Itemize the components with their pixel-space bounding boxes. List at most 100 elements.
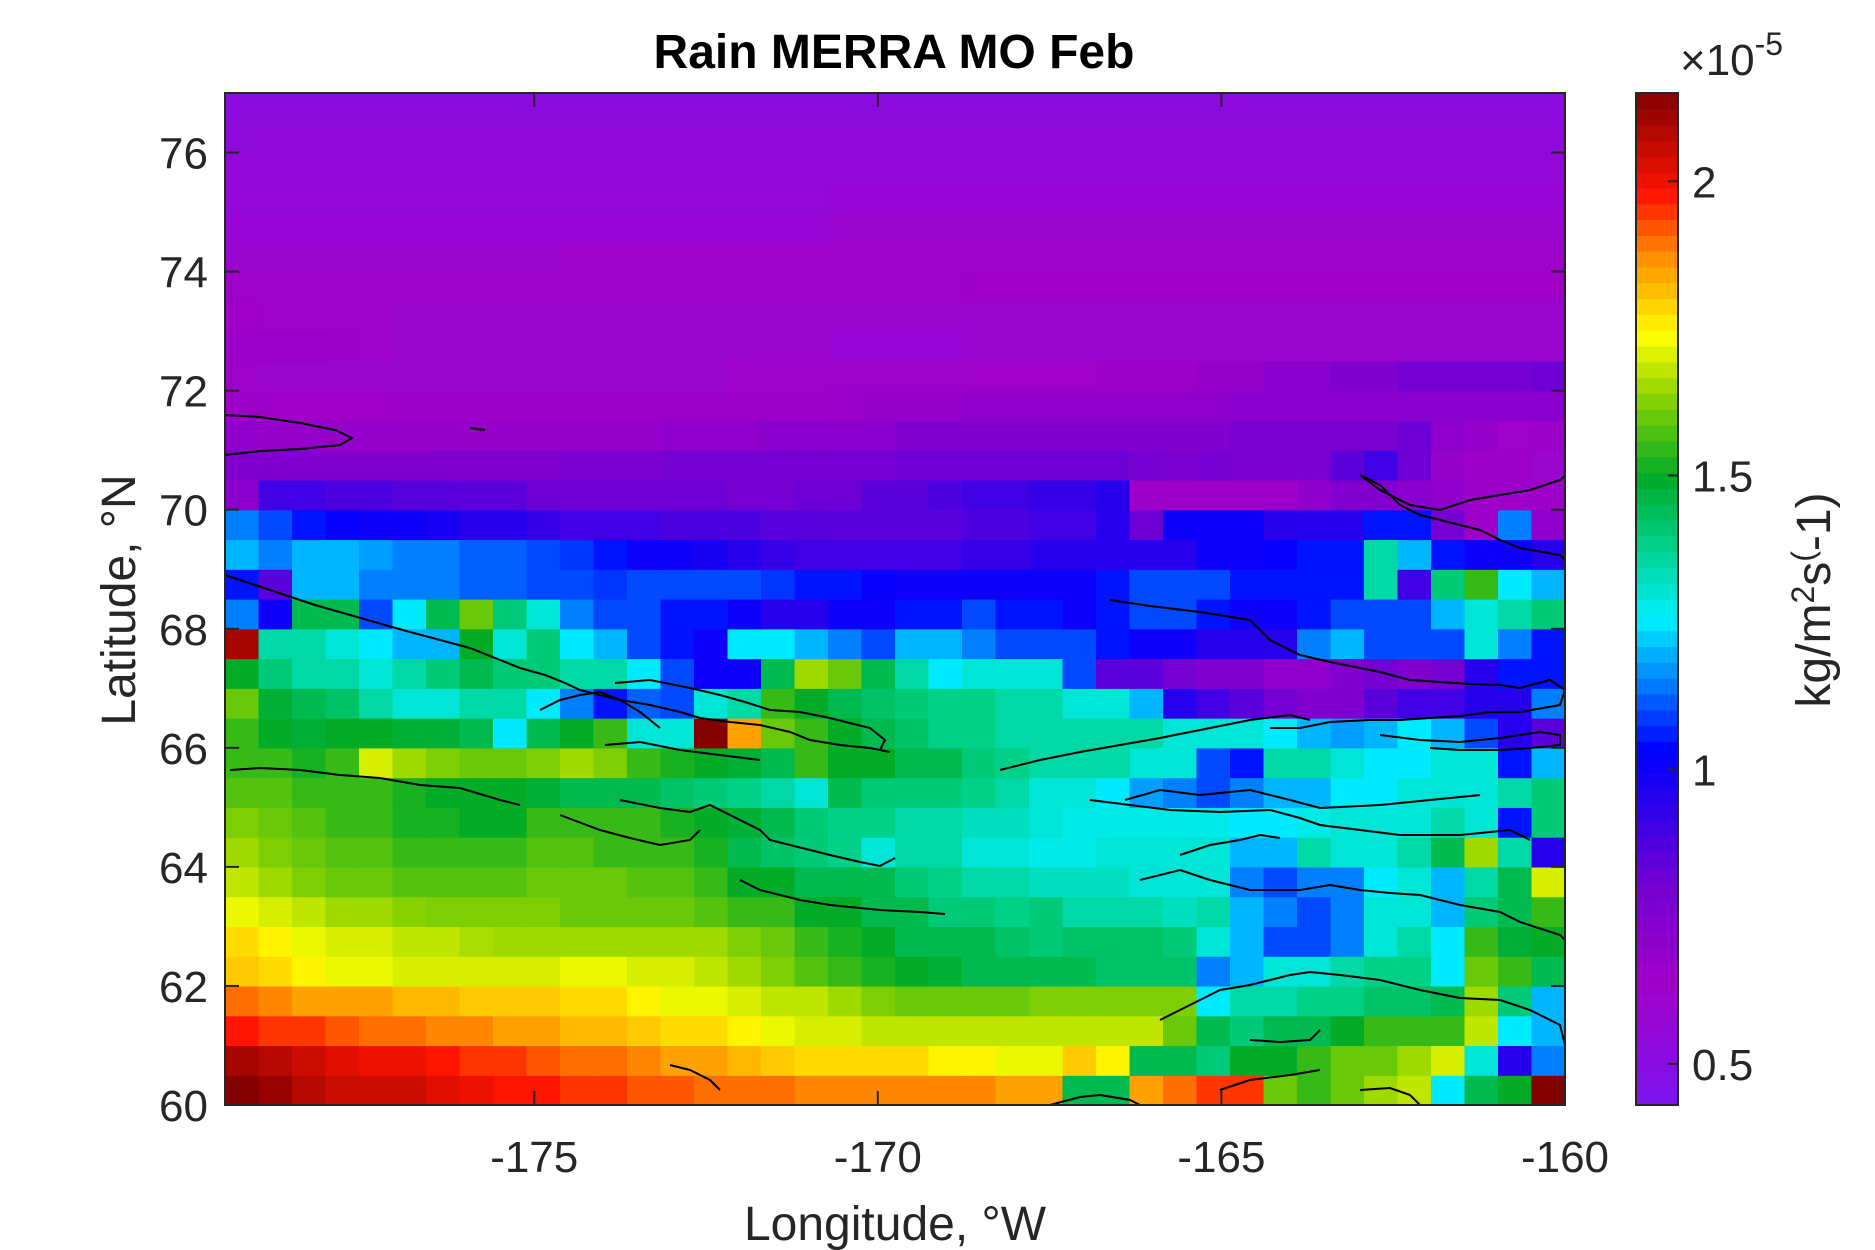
heatmap-cell xyxy=(1263,718,1298,749)
heatmap-cell xyxy=(962,807,997,838)
heatmap-cell xyxy=(995,896,1030,928)
heatmap-cell xyxy=(627,718,662,749)
heatmap-cell xyxy=(392,837,427,868)
heatmap-cell xyxy=(493,390,528,422)
heatmap-cell xyxy=(526,212,561,243)
heatmap-cell xyxy=(828,658,863,689)
heatmap-cell xyxy=(861,182,896,213)
heatmap-cell xyxy=(593,331,628,362)
heatmap-cell xyxy=(895,301,930,332)
heatmap-cell xyxy=(1096,837,1131,868)
heatmap-cell xyxy=(1230,985,1265,1017)
heatmap-cell xyxy=(761,509,796,541)
heatmap-cell xyxy=(1196,688,1231,719)
heatmap-cell xyxy=(895,658,930,689)
heatmap-cell xyxy=(660,777,695,808)
heatmap-cell xyxy=(1330,718,1365,749)
heatmap-cell xyxy=(225,360,260,392)
heatmap-cell xyxy=(1163,807,1198,838)
heatmap-cell xyxy=(1431,985,1466,1017)
heatmap-cell xyxy=(928,926,963,957)
heatmap-cell xyxy=(1498,271,1533,302)
heatmap-cell xyxy=(225,866,260,898)
heatmap-cell xyxy=(928,599,963,630)
heatmap-cell xyxy=(1230,331,1265,362)
heatmap-cell xyxy=(1263,688,1298,719)
heatmap-cell xyxy=(1397,807,1432,838)
heatmap-cell xyxy=(1196,360,1231,392)
heatmap-cell xyxy=(1129,866,1164,898)
heatmap-cell xyxy=(660,360,695,392)
heatmap-cell xyxy=(627,212,662,243)
heatmap-cell xyxy=(1230,956,1265,987)
heatmap-cell xyxy=(928,718,963,749)
heatmap-cell xyxy=(694,212,729,243)
x-axis-label: Longitude, °W xyxy=(744,1198,1047,1250)
heatmap-cell xyxy=(593,390,628,422)
heatmap-cell xyxy=(1163,271,1198,302)
heatmap-cell xyxy=(962,360,997,392)
heatmap-cell xyxy=(526,569,561,600)
heatmap-cell xyxy=(526,479,561,511)
heatmap-cell xyxy=(292,1015,327,1047)
heatmap-cell xyxy=(526,747,561,779)
heatmap-cell xyxy=(292,718,327,749)
colorbar-band xyxy=(1636,899,1678,916)
heatmap-cell xyxy=(392,360,427,392)
heatmap-cell xyxy=(1498,688,1533,719)
heatmap-cell xyxy=(1431,688,1466,719)
colorbar-band xyxy=(1636,915,1678,932)
heatmap-cell xyxy=(292,1075,327,1106)
heatmap-cell xyxy=(1129,896,1164,928)
colorbar-band xyxy=(1636,393,1678,410)
x-tick-label: -160 xyxy=(1521,1133,1609,1182)
colorbar-band xyxy=(1636,1010,1678,1027)
heatmap-cell xyxy=(828,360,863,392)
heatmap-cell xyxy=(225,420,260,451)
heatmap-cell xyxy=(1129,479,1164,511)
heatmap-cell xyxy=(426,747,461,779)
heatmap-cell xyxy=(660,331,695,362)
heatmap-cell xyxy=(426,271,461,302)
heatmap-cell xyxy=(794,331,829,362)
heatmap-cell xyxy=(1397,390,1432,422)
heatmap-cell xyxy=(1364,241,1399,273)
heatmap-cell xyxy=(426,212,461,243)
heatmap-cell xyxy=(727,182,762,213)
heatmap-cell xyxy=(694,599,729,630)
heatmap-cell xyxy=(1062,539,1097,570)
heatmap-cell xyxy=(459,360,494,392)
heatmap-cell xyxy=(359,450,394,481)
heatmap-cell xyxy=(392,152,427,183)
heatmap-cell xyxy=(1230,539,1265,570)
heatmap-cell xyxy=(258,93,293,124)
heatmap-cell xyxy=(727,688,762,719)
y-tick-label: 64 xyxy=(159,844,208,893)
heatmap-cell xyxy=(694,182,729,213)
heatmap-cell xyxy=(1163,1015,1198,1047)
heatmap-cell xyxy=(1531,241,1566,273)
heatmap-cell xyxy=(1129,837,1164,868)
heatmap-cell xyxy=(1129,301,1164,332)
heatmap-cell xyxy=(560,241,595,273)
heatmap-cell xyxy=(895,688,930,719)
y-tick-label: 74 xyxy=(159,249,208,298)
heatmap-cell xyxy=(694,93,729,124)
heatmap-cell xyxy=(1431,1075,1466,1106)
heatmap-cell xyxy=(1230,747,1265,779)
heatmap-cell xyxy=(1029,182,1064,213)
heatmap-cell xyxy=(1129,241,1164,273)
heatmap-cell xyxy=(1464,331,1499,362)
heatmap-cell xyxy=(392,747,427,779)
heatmap-cell xyxy=(258,985,293,1017)
heatmap-cell xyxy=(962,420,997,451)
heatmap-cell xyxy=(1062,807,1097,838)
heatmap-cell xyxy=(928,658,963,689)
heatmap-cell xyxy=(1029,569,1064,600)
heatmap-cell xyxy=(560,479,595,511)
heatmap-cell xyxy=(526,599,561,630)
heatmap-cell xyxy=(1364,212,1399,243)
heatmap-cell xyxy=(962,509,997,541)
heatmap-cell xyxy=(1531,212,1566,243)
heatmap-cell xyxy=(928,450,963,481)
